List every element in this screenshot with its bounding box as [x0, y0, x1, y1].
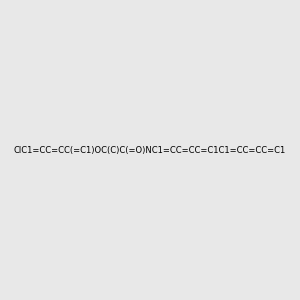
Text: ClC1=CC=CC(=C1)OC(C)C(=O)NC1=CC=CC=C1C1=CC=CC=C1: ClC1=CC=CC(=C1)OC(C)C(=O)NC1=CC=CC=C1C1=…: [14, 146, 286, 154]
